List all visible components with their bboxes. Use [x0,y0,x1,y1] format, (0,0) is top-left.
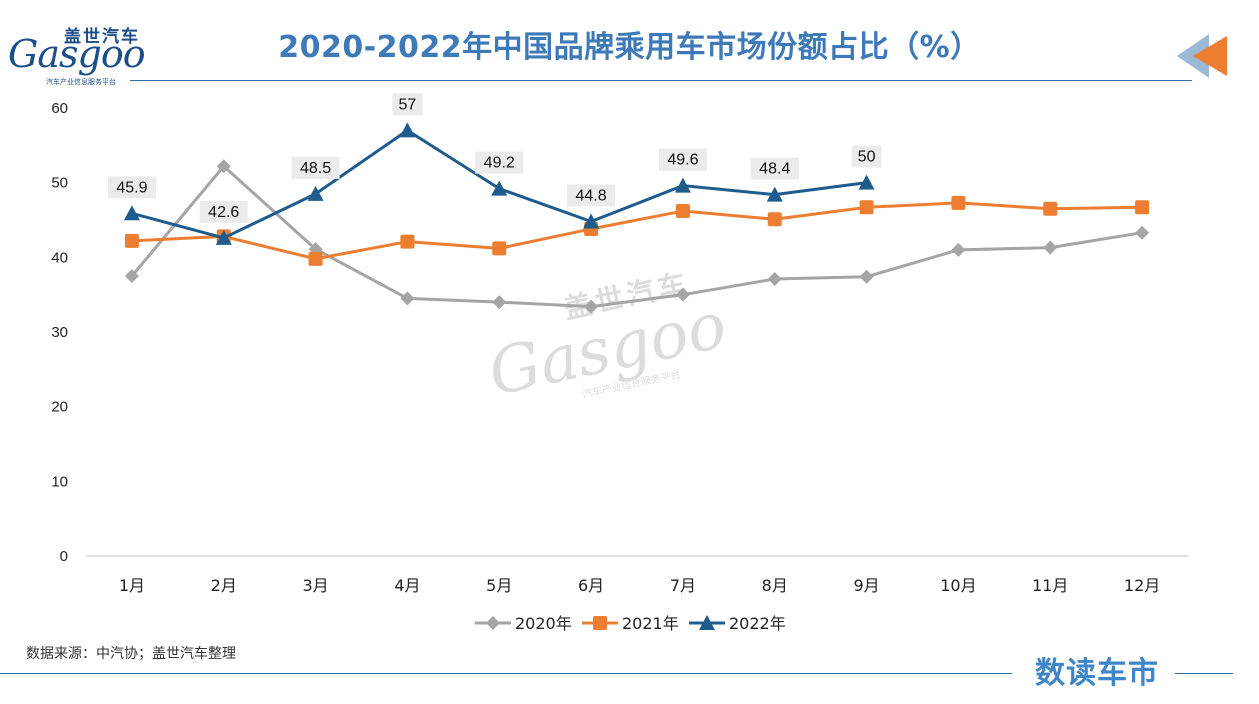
data-point-2022年 [491,180,508,196]
x-tick-label: 5月 [486,576,512,595]
data-source-note: 数据来源：中汽协；盖世汽车整理 [26,646,236,662]
data-label-box [107,176,156,199]
data-label-box [475,151,524,174]
footer-divider-right [1175,673,1233,674]
x-tick-label: 3月 [302,576,328,595]
y-tick-label: 0 [60,548,68,565]
data-label-box [567,184,616,207]
data-point-2021年 [492,241,507,256]
data-point-2022年 [215,229,232,245]
data-label-box [750,157,799,180]
data-label-box [851,145,882,168]
data-label-box [392,93,423,116]
gasgoo-logo: 盖世汽车 Gasgoo 汽车产业信息服务平台 [8,22,158,86]
data-label: 48.4 [759,161,790,178]
data-point-2022年 [583,213,600,229]
data-point-2022年 [307,185,324,201]
data-point-2020年 [1043,240,1058,255]
data-point-2021年 [767,212,782,227]
data-point-2020年 [767,271,782,286]
footer-brand: 数读车市 [1035,656,1159,691]
data-point-2021年 [124,233,139,248]
data-point-2020年 [675,287,690,302]
data-label-box [291,156,340,179]
data-point-2020年 [400,291,415,306]
legend-label: 2020年 [515,614,572,633]
legend-marker-2021年 [593,616,607,630]
data-label-box [658,148,707,171]
data-point-2020年 [216,159,231,174]
data-point-2020年 [584,299,599,314]
x-tick-label: 2月 [211,576,237,595]
y-tick-label: 40 [51,249,68,266]
data-label: 50 [858,149,876,166]
data-point-2021年 [859,200,874,215]
legend-label: 2021年 [622,614,679,633]
data-label: 45.9 [116,179,147,196]
x-tick-label: 8月 [762,576,788,595]
legend-label: 2022年 [729,614,786,633]
x-tick-label: 7月 [670,576,696,595]
logo-en-text: Gasgoo [8,32,146,76]
footer-divider-left [0,673,1012,674]
x-tick-label: 11月 [1032,576,1068,595]
data-point-2022年 [858,174,875,190]
series-line-2021年 [131,201,1143,261]
logo-cn-text: 盖世汽车 [64,27,140,47]
chart-title: 2020-2022年中国品牌乘用车市场份额占比（%） [278,30,981,65]
data-point-2020年 [859,269,874,284]
data-point-2021年 [675,204,690,219]
data-label: 44.8 [576,187,607,204]
data-point-2020年 [951,242,966,257]
data-point-2021年 [1043,201,1058,216]
data-point-2021年 [1135,200,1150,215]
y-tick-label: 50 [51,175,68,192]
back-arrow-icon [1177,34,1227,78]
y-tick-label: 60 [51,100,68,117]
data-point-2022年 [399,122,416,138]
data-label: 49.2 [484,155,515,172]
header-divider [130,80,1192,81]
data-label: 57 [399,96,417,113]
legend-marker-2020年 [486,616,500,630]
data-point-2020年 [124,269,139,283]
x-tick-label: 10月 [940,576,976,595]
data-point-2021年 [951,195,966,210]
data-point-2020年 [492,295,507,310]
series-line-2020年 [130,164,1143,309]
data-label: 49.6 [667,152,698,169]
data-point-2022年 [766,186,783,202]
data-point-2022年 [674,177,691,193]
x-tick-label: 6月 [578,576,604,595]
data-label: 42.6 [208,204,239,221]
x-tick-label: 9月 [853,576,879,595]
y-tick-label: 30 [51,324,68,341]
x-tick-label: 4月 [394,576,420,595]
x-tick-label: 1月 [119,576,145,595]
legend-marker-2022年 [699,615,715,630]
data-point-2021年 [308,251,323,266]
y-tick-label: 20 [51,399,68,416]
data-point-2021年 [400,234,415,249]
data-point-2020年 [1135,225,1150,240]
y-tick-label: 10 [51,473,68,490]
data-label-box [199,200,248,223]
data-label: 48.5 [300,160,331,177]
logo-subtitle: 汽车产业信息服务平台 [46,78,116,86]
x-tick-label: 12月 [1124,576,1160,595]
data-point-2022年 [123,205,140,221]
